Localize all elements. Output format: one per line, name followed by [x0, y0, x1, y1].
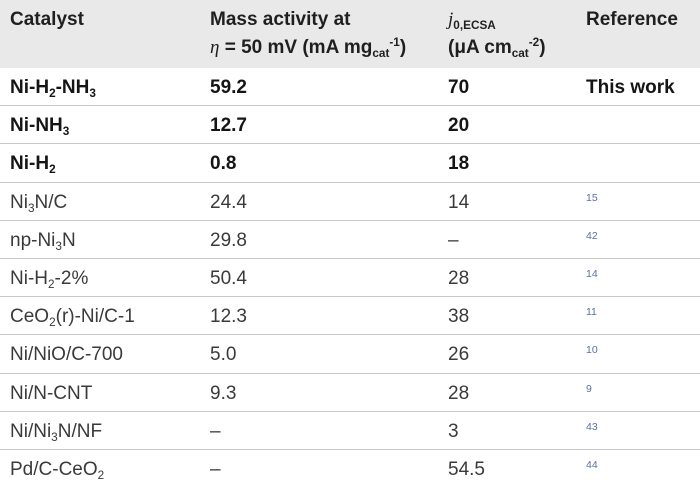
header-mass-line2: η = 50 mV (mA mgcat-1): [210, 35, 407, 61]
cell-reference[interactable]: 9: [586, 382, 592, 395]
cell-exchange-current: 38: [448, 306, 470, 328]
cell-exchange-current: 28: [448, 382, 470, 404]
eta-symbol: η: [210, 37, 220, 58]
header-reference: Reference: [586, 9, 678, 30]
cell-exchange-current: 3: [448, 420, 459, 442]
cell-catalyst: Ni/NiO/C-700: [10, 344, 123, 366]
table-row: Pd/C-CeO2 – 54.5 44: [0, 450, 700, 488]
cell-reference[interactable]: 15: [586, 191, 598, 204]
header-mass-line1: Mass activity at: [210, 9, 351, 30]
cell-exchange-current: –: [448, 229, 459, 251]
cell-mass-activity: 12.3: [210, 306, 247, 328]
cell-catalyst: Pd/C-CeO2: [10, 458, 105, 482]
cell-catalyst: np-Ni3N: [10, 229, 76, 253]
table-header: Catalyst Mass activity at η = 50 mV (mA …: [0, 0, 700, 68]
cell-exchange-current: 20: [448, 115, 470, 137]
cell-catalyst: Ni-H2-NH3: [10, 77, 96, 101]
header-j-line1: j0,ECSA: [448, 9, 496, 33]
table-body: Ni-H2-NH3 59.2 70 This work Ni-NH3 12.7 20 Ni-H…: [0, 68, 700, 488]
cell-exchange-current: 26: [448, 344, 470, 366]
cell-mass-activity: 24.4: [210, 191, 247, 213]
j-symbol: j: [448, 9, 454, 30]
cell-reference[interactable]: 10: [586, 344, 598, 357]
cell-exchange-current: 54.5: [448, 458, 485, 480]
cell-mass-activity: 59.2: [210, 77, 247, 98]
cell-catalyst: Ni/N-CNT: [10, 382, 93, 404]
header-exchange-current: j0,ECSA (μA cmcat-2): [448, 6, 546, 62]
table-row: Ni/NiO/C-700 5.0 26 10: [0, 335, 700, 374]
cell-catalyst: Ni-NH3: [10, 115, 70, 139]
cell-catalyst: Ni3N/C: [10, 191, 68, 215]
cell-mass-activity: 9.3: [210, 382, 237, 404]
table-row: Ni/Ni3N/NF – 3 43: [0, 412, 700, 450]
header-catalyst: Catalyst: [10, 9, 84, 30]
cell-reference: This work: [586, 77, 675, 98]
table-row: Ni-H2-2% 50.4 28 14: [0, 259, 700, 298]
cell-exchange-current: 14: [448, 191, 470, 213]
cell-reference[interactable]: 11: [586, 306, 597, 319]
cell-catalyst: Ni/Ni3N/NF: [10, 420, 103, 444]
cell-catalyst: Ni-H2: [10, 153, 56, 177]
table-row: np-Ni3N 29.8 – 42: [0, 221, 700, 259]
cell-mass-activity: –: [210, 420, 221, 442]
cell-exchange-current: 28: [448, 267, 470, 289]
table-row: Ni-H2-NH3 59.2 70 This work: [0, 68, 700, 107]
header-mass-activity: Mass activity at η = 50 mV (mA mgcat-1): [210, 6, 406, 62]
table-row: Ni3N/C 24.4 14 15: [0, 183, 700, 221]
cell-reference[interactable]: 43: [586, 420, 598, 433]
cell-catalyst: Ni-H2-2%: [10, 267, 89, 292]
cell-catalyst: CeO2(r)-Ni/C-1: [10, 306, 135, 330]
cell-mass-activity: 5.0: [210, 344, 237, 366]
table-row: Ni-H2 0.8 18: [0, 144, 700, 183]
cell-mass-activity: 0.8: [210, 153, 237, 175]
cell-reference[interactable]: 44: [586, 458, 598, 471]
header-j-line2: (μA cmcat-2): [448, 35, 546, 61]
cell-mass-activity: 29.8: [210, 229, 247, 251]
cell-mass-activity: –: [210, 458, 221, 480]
table-row: CeO2(r)-Ni/C-1 12.3 38 11: [0, 297, 700, 336]
cell-mass-activity: 12.7: [210, 115, 247, 137]
cell-exchange-current: 70: [448, 77, 470, 98]
cell-reference[interactable]: 14: [586, 267, 598, 280]
table-row: Ni/N-CNT 9.3 28 9: [0, 374, 700, 412]
cell-exchange-current: 18: [448, 153, 470, 175]
cell-reference[interactable]: 42: [586, 229, 598, 242]
cell-mass-activity: 50.4: [210, 267, 247, 289]
table-row: Ni-NH3 12.7 20: [0, 106, 700, 145]
